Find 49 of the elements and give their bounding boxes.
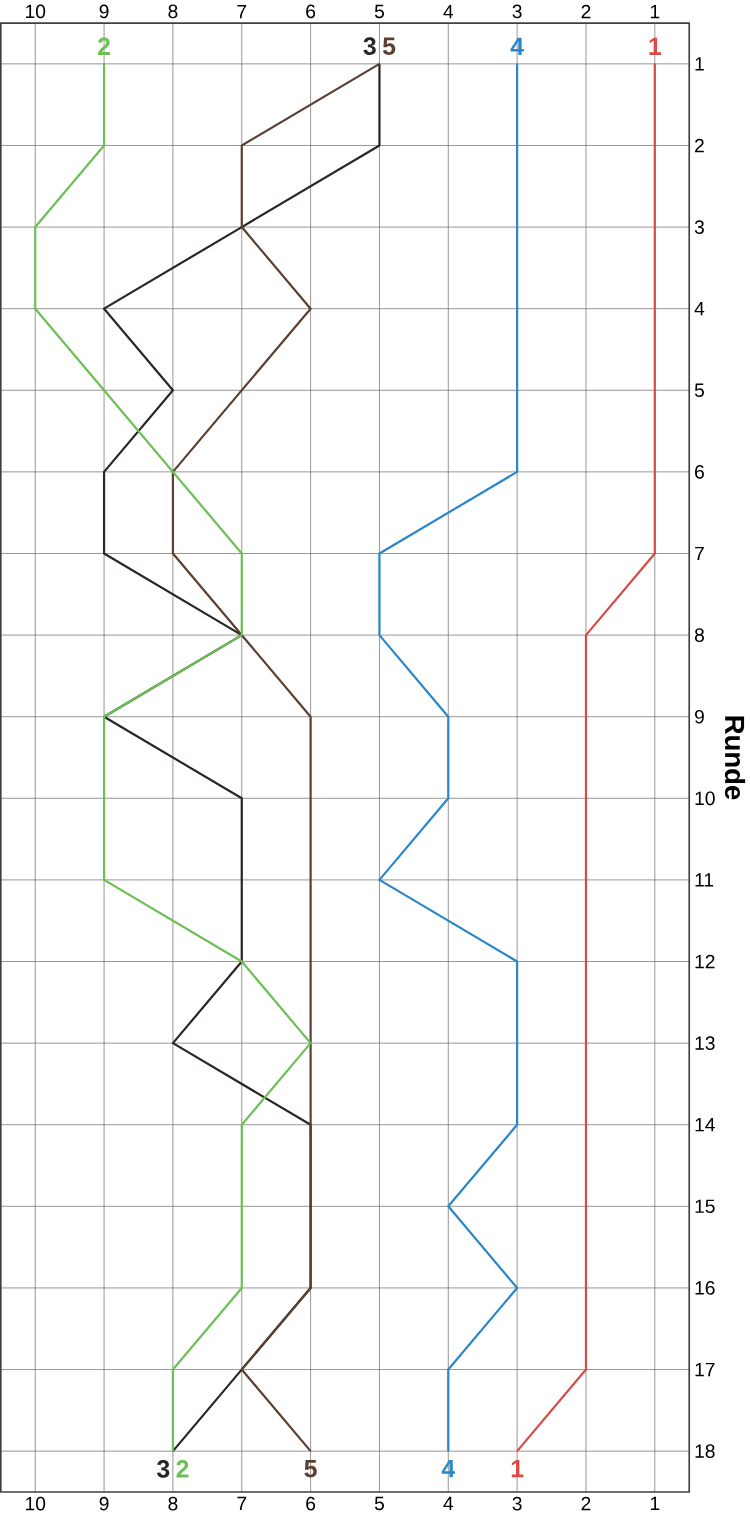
- y-tick-label: 1: [695, 57, 704, 71]
- x-tick-label: 1: [651, 1496, 660, 1511]
- y-tick-label: 2: [695, 138, 704, 153]
- series-label: 4: [441, 1460, 456, 1478]
- x2-tick-label: 2: [581, 4, 591, 19]
- x2-tick-label: 7: [237, 4, 247, 19]
- y-tick-label: 13: [695, 1036, 715, 1050]
- x-tick-label: 7: [237, 1496, 247, 1511]
- x2-tick-label: 6: [306, 4, 316, 19]
- y-tick-label: 7: [695, 546, 704, 561]
- series-label: 3: [157, 1460, 170, 1478]
- x-tick-label: 8: [168, 1496, 178, 1511]
- x2-tick-label: 8: [168, 4, 178, 19]
- x2-tick-label: 5: [375, 4, 385, 19]
- y-tick-label: 9: [695, 709, 705, 724]
- y-tick-label: 8: [695, 628, 705, 642]
- y-tick-label: 17: [695, 1362, 715, 1377]
- series-label: 5: [383, 37, 396, 55]
- x-tick-label: 5: [375, 1496, 385, 1511]
- text: 5: [304, 1460, 317, 1478]
- y-tick-label: 18: [695, 1444, 715, 1458]
- text: 3: [363, 37, 376, 55]
- x2-tick-label: 9: [99, 4, 109, 19]
- text: 2: [98, 37, 111, 55]
- y-axis-title: Runde: [725, 716, 746, 800]
- x-tick-label: 10: [26, 1496, 46, 1511]
- series-label: 1: [511, 1460, 524, 1478]
- x-tick-label: 3: [512, 1496, 522, 1511]
- y-tick-label: 16: [695, 1281, 715, 1295]
- x2-tick-label: 10: [26, 4, 46, 19]
- y-tick-label: 3: [694, 220, 705, 234]
- x-tick-label: 9: [99, 1496, 109, 1511]
- y-tick-label: 5: [695, 383, 705, 397]
- series-label: 2: [176, 1460, 189, 1478]
- x2-tick-label: 1: [651, 4, 660, 19]
- x-tick-label: 2: [581, 1496, 591, 1511]
- text: 4: [510, 37, 525, 55]
- y-tick-label: 15: [695, 1199, 715, 1214]
- text: 1: [649, 37, 662, 55]
- x2-tick-label: 3: [512, 4, 522, 19]
- y-tick-label: 6: [695, 465, 705, 479]
- y-tick-label: 14: [695, 1118, 716, 1132]
- x-tick-label: 6: [306, 1496, 316, 1511]
- y-tick-label: 11: [695, 873, 714, 887]
- x-tick-label: 4: [443, 1496, 454, 1511]
- x2-tick-label: 4: [443, 4, 454, 19]
- y-tick-label: 12: [695, 954, 715, 969]
- y-tick-label: 10: [695, 791, 715, 806]
- y-tick-label: 4: [694, 302, 705, 316]
